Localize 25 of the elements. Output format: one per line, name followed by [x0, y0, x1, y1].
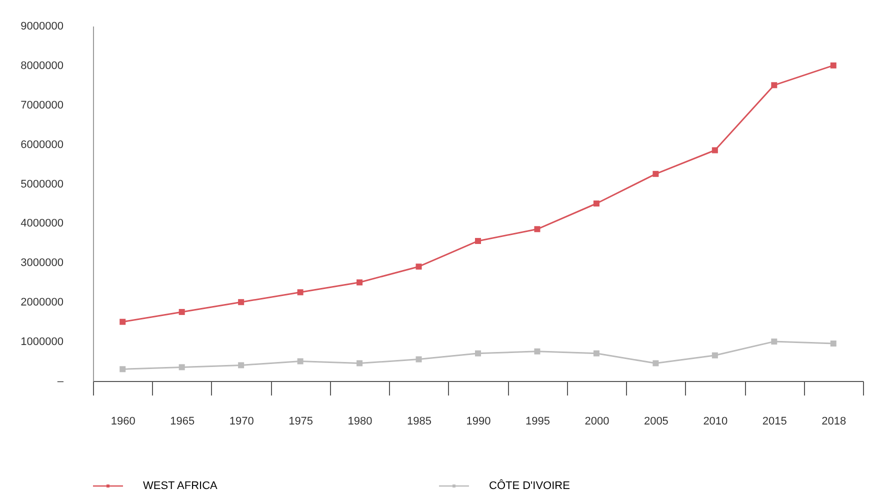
x-tick-label: 1985	[407, 416, 432, 428]
x-tick-label: 1975	[288, 416, 314, 428]
x-tick-label: 2000	[584, 416, 610, 428]
y-tick-label: 5000000	[20, 178, 64, 190]
y-tick-label: 8000000	[20, 60, 64, 72]
x-tick-label: 2015	[762, 416, 787, 428]
y-tick-label: 6000000	[20, 138, 64, 151]
y-tick-label: 1000000	[20, 336, 64, 348]
y-tick-label: 3000000	[20, 257, 64, 270]
y-tick-label: –	[57, 376, 64, 388]
y-tick-label: 7000000	[20, 99, 64, 112]
x-tick-label: 1960	[110, 416, 136, 428]
x-tick-label: 1990	[466, 416, 491, 428]
y-tick-label: 9000000	[20, 20, 64, 32]
x-tick-label: 2018	[822, 416, 846, 428]
x-tick-label: 2010	[703, 416, 728, 428]
legend-label: WEST AFRICA	[143, 480, 218, 492]
x-tick-label: 2005	[644, 416, 668, 428]
y-tick-label: 4000000	[20, 218, 64, 230]
x-tick-label: 1965	[170, 416, 195, 428]
legend-label: CÔTE D'IVOIRE	[489, 479, 570, 492]
x-tick-label: 1995	[525, 416, 550, 428]
y-tick-label: 2000000	[20, 296, 64, 309]
x-tick-label: 1970	[229, 416, 254, 428]
x-tick-label: 1980	[348, 416, 372, 428]
